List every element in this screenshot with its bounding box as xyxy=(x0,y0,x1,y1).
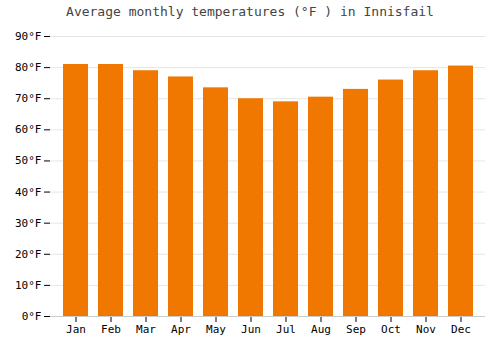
svg-text:Jun: Jun xyxy=(241,323,261,336)
svg-text:20°F: 20°F xyxy=(15,248,42,261)
svg-text:Feb: Feb xyxy=(101,323,121,336)
svg-text:70°F: 70°F xyxy=(15,92,42,105)
svg-text:50°F: 50°F xyxy=(15,154,42,167)
svg-text:0°F: 0°F xyxy=(22,310,42,323)
svg-text:Jan: Jan xyxy=(66,323,86,336)
svg-text:Apr: Apr xyxy=(171,323,191,336)
svg-text:80°F: 80°F xyxy=(15,61,42,74)
svg-text:10°F: 10°F xyxy=(15,279,42,292)
svg-text:Nov: Nov xyxy=(416,323,436,336)
svg-text:Sep: Sep xyxy=(346,323,366,336)
svg-text:Oct: Oct xyxy=(381,323,401,336)
svg-text:Dec: Dec xyxy=(451,323,471,336)
svg-text:Jul: Jul xyxy=(276,323,296,336)
svg-text:90°F: 90°F xyxy=(15,30,42,43)
svg-text:40°F: 40°F xyxy=(15,186,42,199)
svg-text:Mar: Mar xyxy=(136,323,156,336)
svg-text:Aug: Aug xyxy=(311,323,331,336)
svg-text:60°F: 60°F xyxy=(15,123,42,136)
svg-text:May: May xyxy=(206,323,226,336)
svg-text:30°F: 30°F xyxy=(15,217,42,230)
html-text:Average monthly temperatures (: Average monthly temperatures (°F ) in In… xyxy=(66,4,434,19)
